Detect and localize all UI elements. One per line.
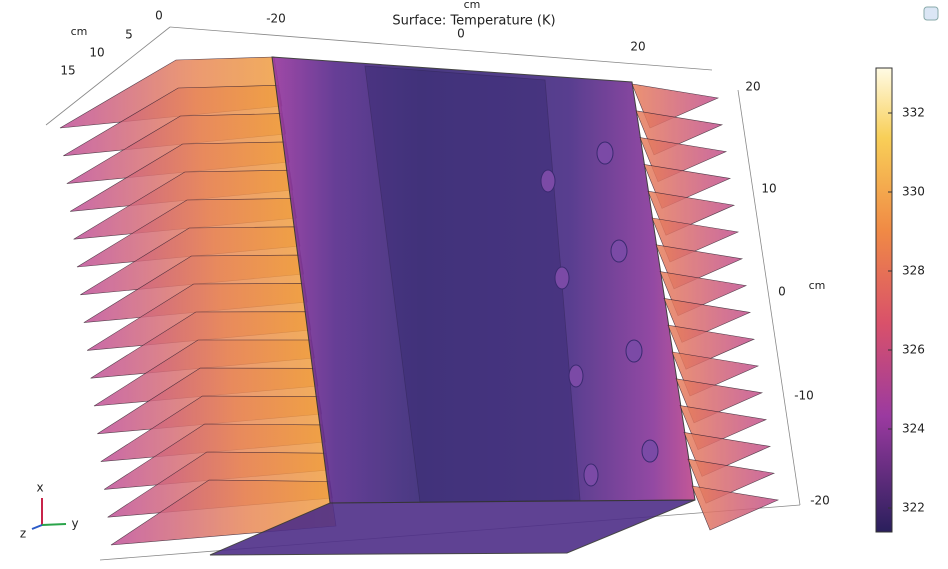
colorbar-tick-label: 330 (902, 185, 925, 199)
axis-tick-label: 0 (778, 285, 786, 299)
axis-tick-label: 0 (155, 9, 163, 23)
colorbar-tick-label: 328 (902, 264, 925, 278)
axis-unit: cm (464, 0, 481, 11)
holes (540, 141, 659, 487)
axis-tick-label: 10 (89, 46, 104, 60)
axis-tick-label: 10 (761, 182, 776, 196)
triad-y: y (71, 517, 78, 531)
axis-tick-label: 15 (60, 64, 75, 78)
triad-x: x (36, 481, 43, 495)
colorbar-tick-label: 324 (902, 422, 925, 436)
triad-z: z (20, 527, 26, 541)
axis-tick-label: 20 (630, 40, 645, 54)
axis-unit: cm (809, 279, 826, 292)
axis-tick-label: -20 (810, 494, 830, 508)
colorbar-tick-label: 326 (902, 343, 925, 357)
colorbar (875, 67, 893, 533)
axis-tick-label: 5 (125, 28, 133, 42)
fin (691, 485, 780, 531)
axis-tick-label: 0 (457, 27, 465, 41)
view-button[interactable] (923, 6, 939, 21)
base-plate (209, 499, 696, 556)
colorbar-tick-label: 322 (902, 501, 925, 515)
plot-title: Surface: Temperature (K) (392, 14, 555, 29)
fins-left (59, 56, 337, 546)
axis-tick-label: -20 (266, 12, 286, 26)
inner-panel (364, 65, 581, 503)
axis-unit: cm (71, 25, 88, 38)
axis-tick-label: -10 (794, 389, 814, 403)
axis-triad: x y z (20, 481, 79, 541)
colorbar-tick-label: 332 (902, 106, 925, 120)
axis-tick-label: 20 (745, 80, 760, 94)
fins-right (631, 83, 780, 531)
